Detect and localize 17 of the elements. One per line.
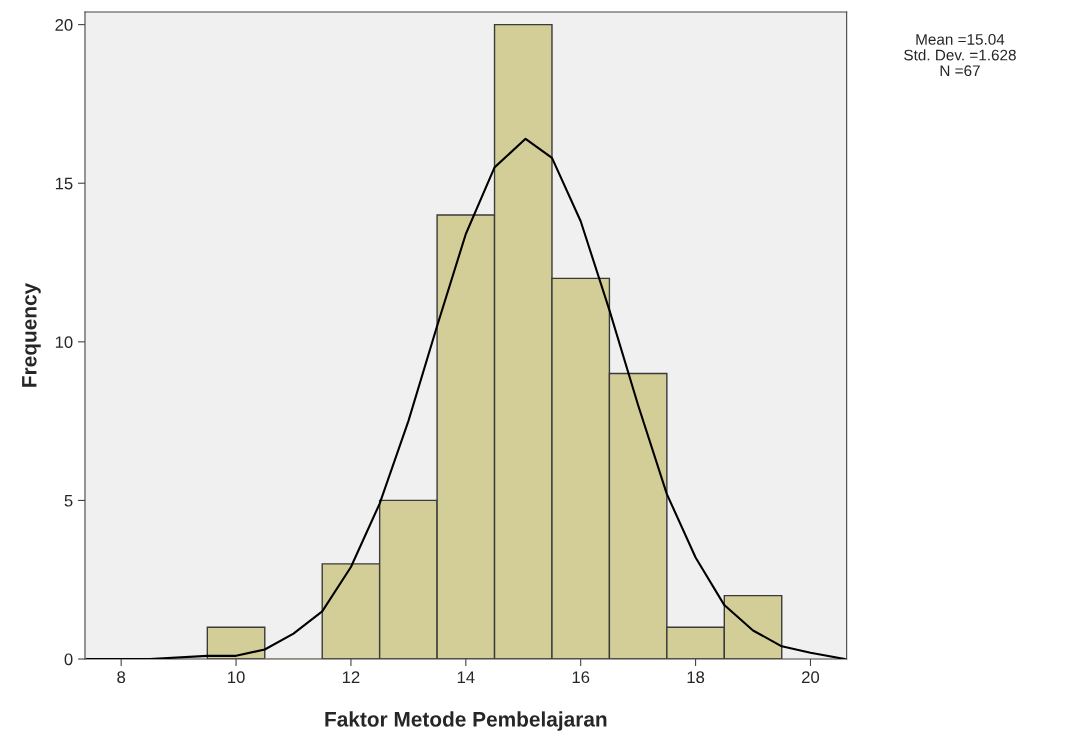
x-axis-title: Faktor Metode Pembelajaran — [325, 711, 607, 731]
y-tick-label: 0 — [64, 653, 73, 666]
x-tick-label: 8 — [117, 671, 126, 684]
y-tick-label: 15 — [55, 177, 73, 190]
y-axis-title: Frequency — [22, 282, 41, 387]
text: Std. Dev. =1.628 — [904, 49, 1016, 61]
y-tick-label: 5 — [64, 494, 73, 507]
x-tick-label: 20 — [802, 671, 820, 684]
y-tick-label: 20 — [55, 19, 73, 31]
x-tick-label: 14 — [457, 671, 475, 683]
text: Mean =15.04 — [916, 33, 1005, 45]
x-tick-label: 16 — [572, 671, 590, 684]
x-tick-label: 12 — [342, 671, 360, 683]
y-tick-label: 10 — [55, 336, 73, 349]
text: N =67 — [940, 65, 980, 77]
x-tick-label: 10 — [228, 671, 245, 684]
x-tick-label: 18 — [687, 671, 705, 684]
